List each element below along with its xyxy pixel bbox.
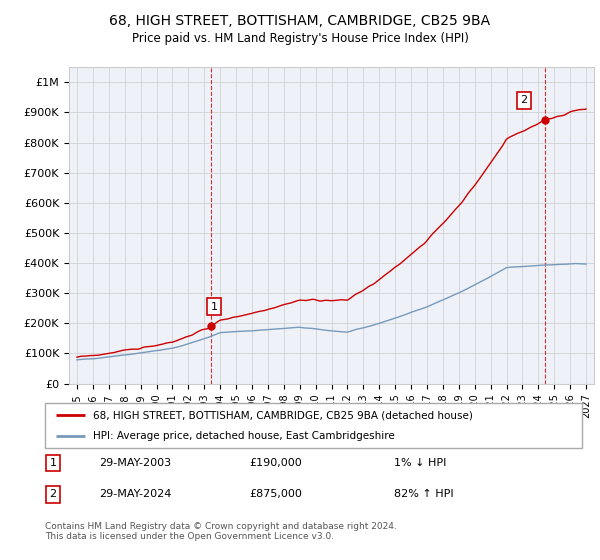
Text: 2: 2 bbox=[521, 95, 528, 105]
Text: 1% ↓ HPI: 1% ↓ HPI bbox=[394, 458, 446, 468]
Text: 2: 2 bbox=[49, 489, 56, 500]
Text: 29-MAY-2003: 29-MAY-2003 bbox=[98, 458, 171, 468]
FancyBboxPatch shape bbox=[45, 403, 582, 448]
Text: HPI: Average price, detached house, East Cambridgeshire: HPI: Average price, detached house, East… bbox=[94, 431, 395, 441]
Text: 68, HIGH STREET, BOTTISHAM, CAMBRIDGE, CB25 9BA: 68, HIGH STREET, BOTTISHAM, CAMBRIDGE, C… bbox=[109, 14, 491, 28]
Text: 29-MAY-2024: 29-MAY-2024 bbox=[98, 489, 171, 500]
Text: £875,000: £875,000 bbox=[249, 489, 302, 500]
Text: 82% ↑ HPI: 82% ↑ HPI bbox=[394, 489, 454, 500]
Text: £190,000: £190,000 bbox=[249, 458, 302, 468]
Text: Contains HM Land Registry data © Crown copyright and database right 2024.
This d: Contains HM Land Registry data © Crown c… bbox=[45, 522, 397, 542]
Text: 68, HIGH STREET, BOTTISHAM, CAMBRIDGE, CB25 9BA (detached house): 68, HIGH STREET, BOTTISHAM, CAMBRIDGE, C… bbox=[94, 410, 473, 421]
Text: 1: 1 bbox=[211, 302, 217, 312]
Text: Price paid vs. HM Land Registry's House Price Index (HPI): Price paid vs. HM Land Registry's House … bbox=[131, 32, 469, 45]
Text: 1: 1 bbox=[50, 458, 56, 468]
